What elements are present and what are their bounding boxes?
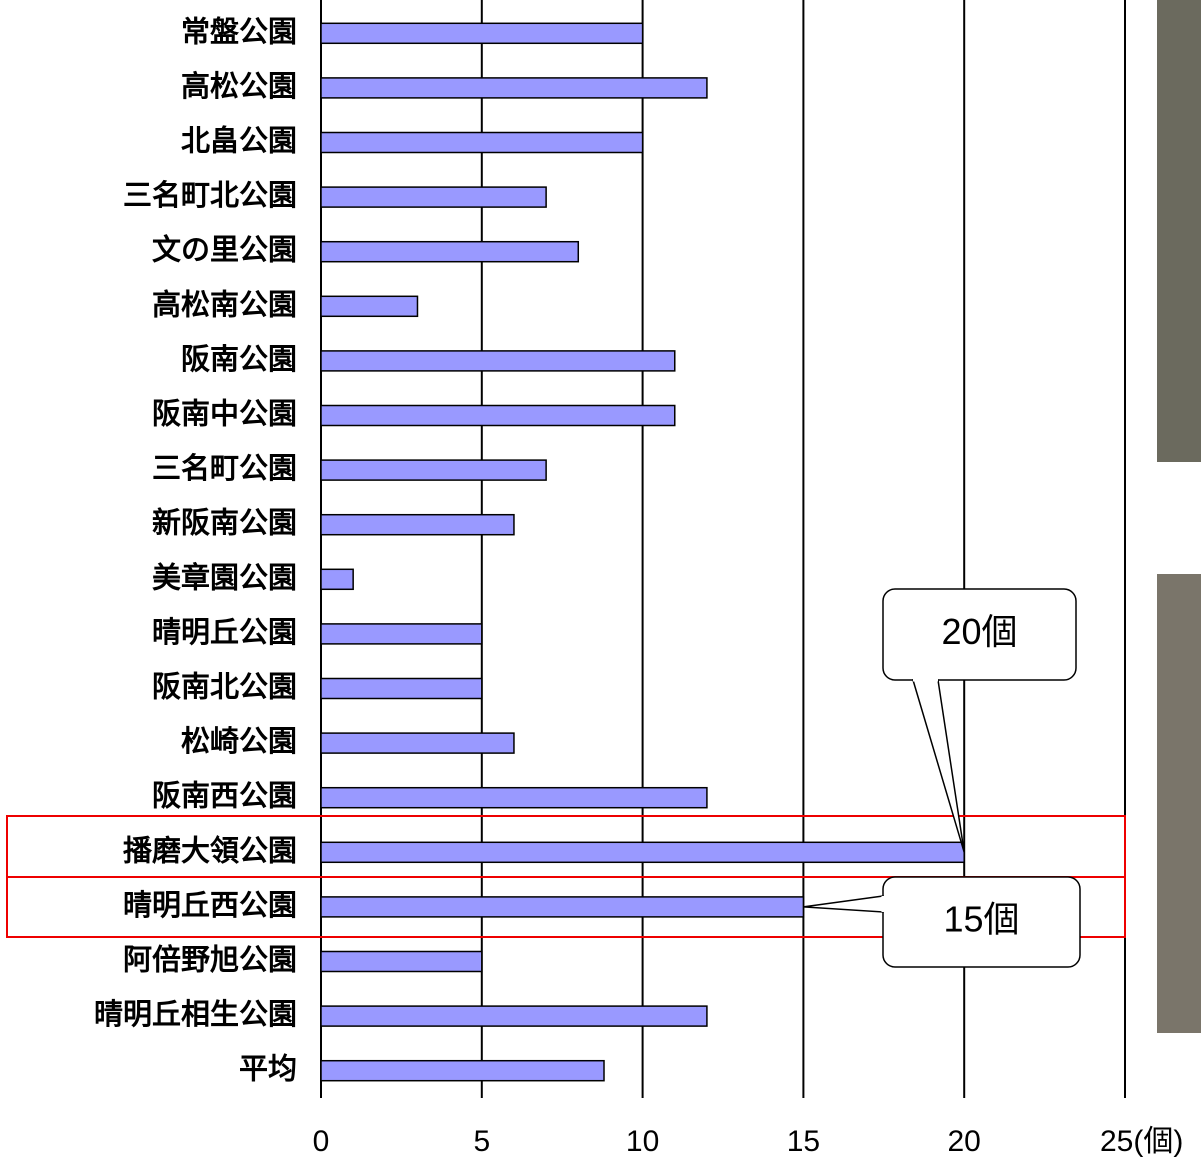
category-label: 阪南中公園 bbox=[152, 397, 297, 431]
category-label: 高松公園 bbox=[181, 69, 297, 103]
x-tick-label: 25(個) bbox=[1100, 1125, 1183, 1158]
annotation: 15個 bbox=[943, 899, 1019, 940]
category-label: 北畠公園 bbox=[181, 124, 297, 158]
bar bbox=[320, 732, 515, 754]
category-label: 阪南北公園 bbox=[152, 670, 297, 704]
bar bbox=[320, 459, 547, 481]
category-label: 平均 bbox=[239, 1052, 297, 1086]
category-label: 阿倍野旭公園 bbox=[123, 943, 297, 977]
callout-box bbox=[882, 588, 1077, 681]
x-tick-label: 15 bbox=[787, 1125, 820, 1158]
category-label: 松崎公園 bbox=[181, 724, 297, 758]
photo bbox=[1157, 0, 1201, 462]
x-tick-label: 10 bbox=[626, 1125, 659, 1158]
bar bbox=[320, 240, 580, 263]
category-label: 三名町公園 bbox=[152, 451, 297, 485]
category-label: 阪南西公園 bbox=[152, 779, 297, 813]
category-label: 晴明丘公園 bbox=[152, 615, 297, 649]
bar bbox=[320, 350, 676, 372]
callout-pointer bbox=[803, 895, 884, 913]
bar bbox=[320, 186, 547, 208]
category-label: 新阪南公園 bbox=[152, 506, 297, 540]
bar bbox=[320, 896, 805, 918]
x-tick-label: 20 bbox=[948, 1125, 981, 1158]
bar bbox=[320, 786, 708, 809]
bar bbox=[320, 404, 676, 427]
category-label: 高松南公園 bbox=[152, 287, 297, 321]
category-label: 三名町北公園 bbox=[123, 178, 297, 212]
category-label: 文の里公園 bbox=[152, 233, 297, 267]
photo bbox=[1157, 574, 1201, 1033]
bar bbox=[320, 22, 644, 45]
category-label: 美章園公園 bbox=[152, 560, 297, 594]
bar bbox=[320, 623, 483, 645]
callout-pointer bbox=[911, 679, 965, 853]
category-label: 晴明丘西公園 bbox=[123, 888, 297, 922]
x-tick-label: 5 bbox=[473, 1125, 490, 1158]
callout-box bbox=[882, 876, 1081, 968]
bar bbox=[320, 1005, 708, 1027]
category-label: 播磨大領公園 bbox=[123, 833, 297, 867]
category-label: 晴明丘相生公園 bbox=[94, 997, 297, 1031]
category-label: 常盤公園 bbox=[181, 14, 297, 48]
bar bbox=[320, 295, 419, 318]
bar bbox=[320, 513, 515, 536]
highlight-box bbox=[6, 876, 1126, 938]
x-tick-label: 0 bbox=[313, 1125, 330, 1158]
bar bbox=[320, 841, 965, 864]
bar bbox=[320, 568, 354, 591]
bar bbox=[320, 131, 644, 154]
bar bbox=[320, 77, 708, 99]
category-label: 阪南公園 bbox=[181, 342, 297, 376]
bar bbox=[320, 677, 483, 700]
bar bbox=[320, 1059, 605, 1082]
annotation: 20個 bbox=[941, 611, 1017, 652]
bar bbox=[320, 950, 483, 973]
